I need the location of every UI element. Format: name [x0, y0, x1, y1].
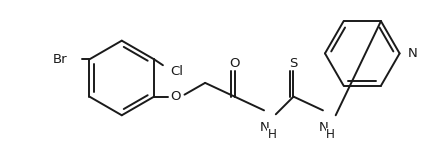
Text: N: N: [319, 121, 329, 134]
Text: H: H: [267, 128, 276, 141]
Text: S: S: [289, 57, 298, 70]
Text: O: O: [171, 90, 181, 103]
Text: Cl: Cl: [170, 65, 183, 78]
Text: H: H: [326, 128, 335, 141]
Text: Br: Br: [53, 53, 68, 66]
Text: N: N: [408, 47, 417, 60]
Text: O: O: [229, 57, 240, 70]
Text: N: N: [260, 121, 270, 134]
